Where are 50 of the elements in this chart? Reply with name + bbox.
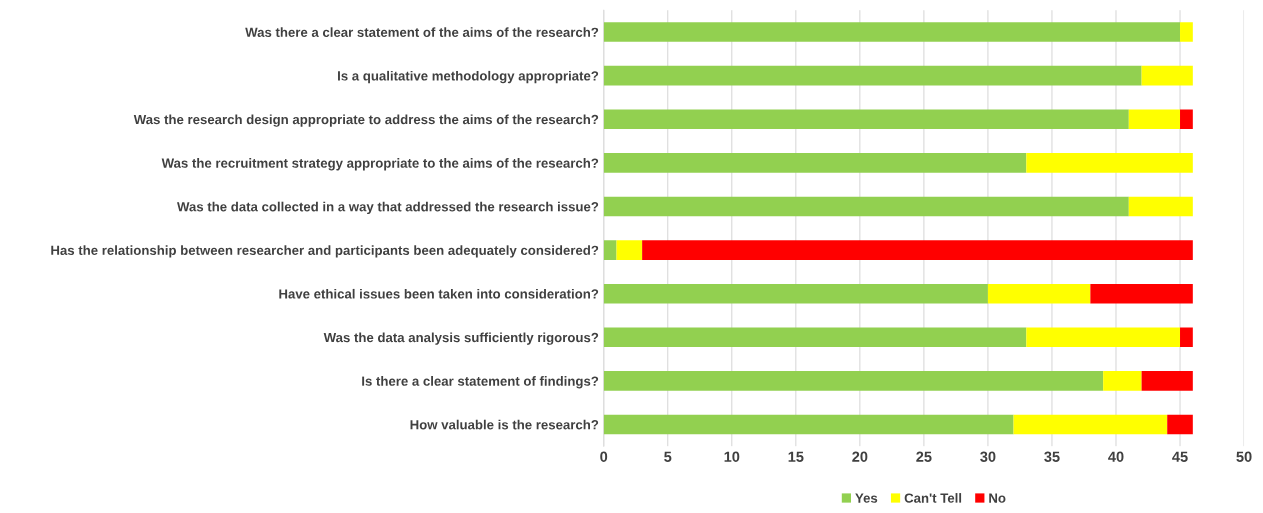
bar [616, 240, 643, 260]
x-tick-label: 35 [1044, 451, 1060, 462]
bar [1128, 109, 1181, 130]
x-tick-label: 20 [852, 451, 868, 462]
bar [1141, 371, 1193, 391]
bar [1180, 327, 1193, 348]
legend-label: No [989, 493, 1006, 503]
bar [642, 240, 1193, 260]
y-tick-label: Was the data collected in a way that addressed the research issue? [177, 201, 599, 214]
x-tick-label: 30 [980, 451, 996, 462]
bar [603, 109, 1129, 130]
bar [1141, 65, 1193, 86]
x-tick-label: 0 [600, 451, 608, 462]
bar [1167, 414, 1193, 435]
x-tick-label: 10 [724, 451, 740, 462]
bar [1128, 196, 1193, 217]
y-tick-label: Has the relationship between researcher and participants been adequately considered? [51, 245, 599, 258]
y-tick-label: Was the recruitment strategy appropriate to the aims of the research? [161, 158, 599, 171]
bar [603, 153, 1027, 173]
bar [603, 196, 1129, 217]
x-tick-label: 50 [1236, 451, 1252, 462]
bar [1090, 283, 1193, 304]
y-tick-label: Was the data analysis sufficiently rigorous? [323, 332, 599, 345]
x-tick-label: 25 [916, 451, 932, 462]
legend-label: Yes [855, 493, 878, 503]
bar [1013, 414, 1168, 435]
bar [1026, 153, 1193, 173]
x-tick-label: 40 [1108, 451, 1124, 462]
bar [603, 240, 617, 260]
bar [603, 327, 1027, 348]
bar [603, 283, 988, 304]
y-tick-label: Was there a clear statement of the aims of the research? [245, 27, 599, 37]
bar [987, 283, 1091, 304]
bar [1026, 327, 1181, 348]
y-tick-label: How valuable is the research? [410, 419, 599, 430]
bar [603, 22, 1181, 42]
bar [1180, 22, 1193, 42]
bar [1103, 371, 1142, 391]
bar [1180, 109, 1193, 130]
y-tick-label: Was the research design appropriate to address the aims of the research? [133, 114, 599, 127]
bar [603, 65, 1142, 86]
bar [603, 414, 1014, 435]
legend-label: Can't Tell [904, 493, 962, 503]
y-tick-label: Is a qualitative methodology appropriate? [338, 70, 599, 84]
x-tick-label: 45 [1172, 451, 1188, 462]
bar [603, 371, 1104, 391]
x-tick-label: 15 [788, 451, 804, 462]
y-tick-label: Have ethical issues been taken into consideration? [279, 288, 599, 299]
y-tick-label: Is there a clear statement of findings? [362, 376, 599, 389]
x-tick-label: 5 [664, 451, 672, 462]
